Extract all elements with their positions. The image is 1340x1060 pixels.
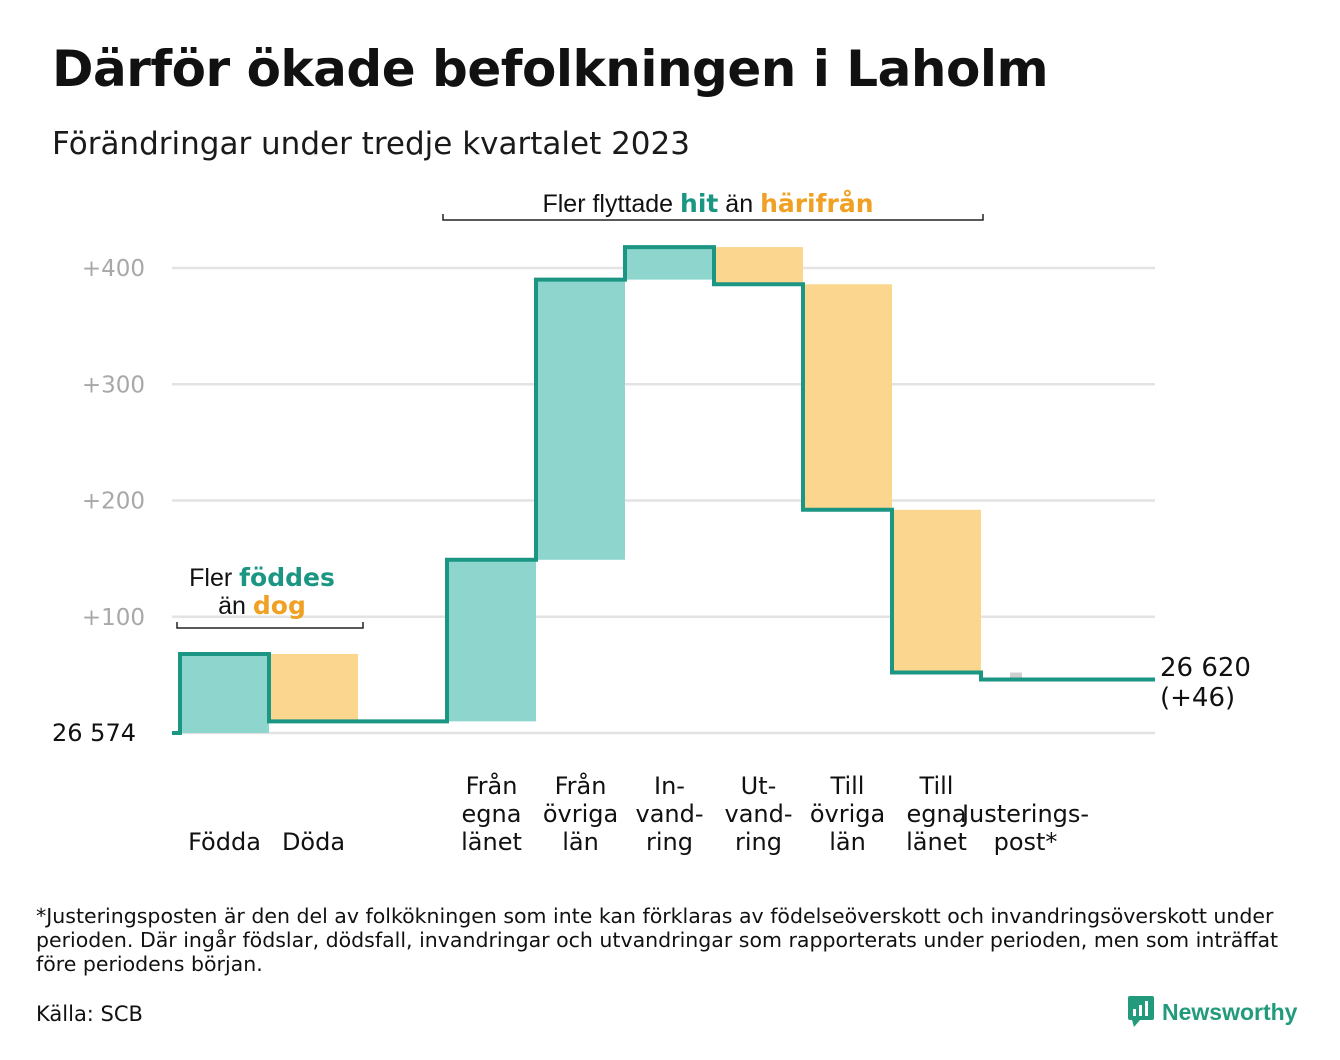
annotation-migration-part: härifrån xyxy=(760,189,873,218)
chart-title: Därför ökade befolkningen i Laholm xyxy=(52,40,1049,98)
category-label: Födda xyxy=(188,828,261,856)
category-label: vand- xyxy=(635,800,703,828)
category-label: Från xyxy=(466,771,518,800)
waterfall-bar xyxy=(893,509,981,673)
annotation-births-part: föddes xyxy=(239,563,335,592)
category-label: övriga xyxy=(543,800,618,828)
waterfall-bar xyxy=(448,559,536,722)
category-label: post* xyxy=(994,828,1058,856)
annotation-migration-part: än xyxy=(718,190,760,218)
category-label: länet xyxy=(461,828,522,856)
category-label: Till xyxy=(919,772,954,800)
category-label: Till xyxy=(830,772,865,800)
category-label: Ut- xyxy=(741,772,777,800)
running-total-line xyxy=(172,245,1155,735)
category-label: län xyxy=(829,828,866,856)
waterfall-bar xyxy=(715,247,803,285)
annotation-births: Fler föddes xyxy=(189,563,335,592)
start-value-label: 26 574 xyxy=(52,719,136,747)
annotation-births-line2-part: än xyxy=(218,592,253,620)
waterfall-bar xyxy=(1010,672,1022,680)
y-tick-label: +400 xyxy=(82,256,145,282)
annotation-migration-part: Fler flyttade xyxy=(542,190,680,218)
category-label: ring xyxy=(646,828,693,856)
category-label: länet xyxy=(906,828,967,856)
brand-logo: Newsworthy xyxy=(1128,996,1297,1028)
waterfall-bar xyxy=(804,284,892,510)
category-label: vand- xyxy=(724,800,792,828)
end-change-label: (+46) xyxy=(1160,683,1235,713)
y-tick-label: +300 xyxy=(82,372,145,398)
footnote: *Justeringsposten är den del av folkökni… xyxy=(36,904,1279,976)
annotation-migration-part: hit xyxy=(680,189,718,218)
newsworthy-logo-icon xyxy=(1128,996,1154,1027)
annotation-births-part: Fler xyxy=(189,564,239,592)
category-label: In- xyxy=(654,772,685,800)
y-tick-label: +100 xyxy=(82,605,145,631)
waterfall-bar xyxy=(537,279,625,560)
waterfall-bar xyxy=(626,247,714,280)
category-label: län xyxy=(562,828,599,856)
waterfall-bar xyxy=(181,653,269,733)
end-value-label: 26 620 xyxy=(1160,653,1251,683)
source-label: Källa: SCB xyxy=(36,1002,143,1026)
annotation-bracket-births xyxy=(176,622,364,629)
category-label: Döda xyxy=(282,828,345,856)
waterfall-bar xyxy=(270,653,358,722)
annotation-bracket-migration xyxy=(442,214,984,221)
annotation-births-line2: än dog xyxy=(218,591,306,620)
category-label: Från xyxy=(555,771,607,800)
brand-name: Newsworthy xyxy=(1162,998,1298,1025)
annotation-births-line2-part: dog xyxy=(253,591,306,620)
category-label: övriga xyxy=(810,800,885,828)
chart-subtitle: Förändringar under tredje kvartalet 2023 xyxy=(52,126,690,162)
category-label: egna xyxy=(907,800,967,828)
y-tick-label: +200 xyxy=(82,489,145,515)
category-label: egna xyxy=(462,800,522,828)
category-label: Justerings- xyxy=(960,800,1089,828)
annotation-migration: Fler flyttade hit än härifrån xyxy=(542,189,873,218)
category-label: ring xyxy=(735,828,782,856)
